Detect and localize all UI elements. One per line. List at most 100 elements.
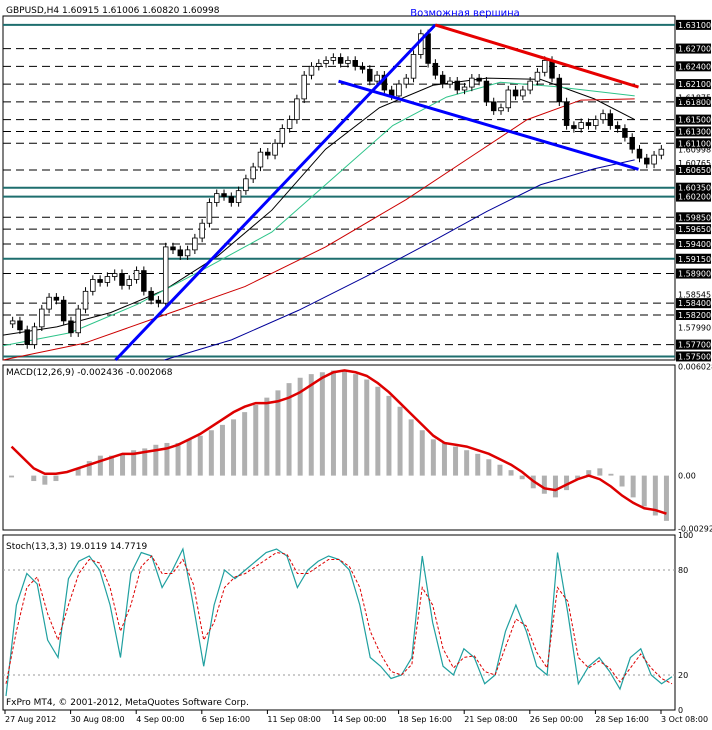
candle-body [367, 68, 373, 82]
price-label-box [676, 298, 711, 309]
price-label: 1.57500 [678, 352, 711, 361]
candle-body [24, 329, 30, 346]
price-label: 1.58200 [678, 311, 711, 320]
candle-body [9, 320, 16, 325]
candle-body [272, 142, 278, 156]
candle-body [170, 246, 176, 251]
candle-body [425, 33, 431, 64]
stoch-y-label: 100 [678, 531, 693, 540]
trend-line-blue[interactable] [338, 79, 639, 171]
candle-body [651, 154, 657, 165]
candle-body [469, 77, 475, 88]
stoch-title: Stoch(13,3,3) 19.0119 14.7719 [6, 542, 147, 552]
price-label: 1.57700 [678, 341, 711, 350]
candle-body [345, 60, 351, 64]
candle-body [111, 273, 118, 277]
candle-body [17, 320, 23, 331]
candle-body [316, 62, 322, 67]
price-label: 1.62700 [678, 45, 711, 54]
candle-body [527, 80, 533, 91]
stoch-signal-line [5, 551, 673, 685]
price-label: 1.59850 [678, 213, 711, 222]
candle-body [520, 89, 526, 97]
candle-body [461, 86, 468, 91]
candle-body [294, 98, 300, 121]
trend-line-blue[interactable] [114, 23, 437, 362]
price-label-box [676, 238, 711, 249]
stochastic-panel[interactable]: 100 80 20 0 [2, 531, 693, 715]
price-label-box [676, 79, 711, 90]
time-label: 6 Sep 16:00 [202, 715, 250, 724]
candle-body [221, 193, 227, 197]
macd-y-label: -0.002924 [678, 525, 712, 534]
price-label: 1.61800 [678, 98, 711, 107]
price-label-box [676, 351, 711, 362]
candle-body [250, 166, 256, 180]
candle-body [563, 101, 570, 126]
candle-body [549, 60, 555, 79]
candle-body [184, 249, 191, 257]
candle-body [644, 157, 650, 165]
candle-body [330, 57, 337, 61]
candle-body [403, 77, 409, 85]
stoch-y-label: 20 [678, 671, 688, 680]
price-label-plain: 1.58545 [678, 291, 711, 300]
price-label: 1.61100 [678, 139, 711, 148]
time-axis: 27 Aug 2012 30 Aug 08:00 4 Sep 00:00 6 Sep … [4, 710, 708, 724]
candle-body [257, 151, 264, 168]
candle-body [600, 113, 606, 121]
macd-panel[interactable]: 0.006028 0.00 -0.002924 [2, 362, 712, 534]
candle-body [556, 77, 563, 103]
candle-body [542, 60, 548, 73]
candle-body [337, 57, 344, 64]
candle-body [476, 77, 482, 82]
candle-body [505, 89, 512, 109]
candle-body [126, 279, 132, 286]
candle-body [571, 125, 577, 129]
price-label-box [676, 268, 711, 279]
price-label-box [676, 164, 711, 175]
time-label: 27 Aug 2012 [5, 715, 56, 724]
candle-body [162, 246, 169, 304]
price-label-box [676, 61, 711, 72]
price-panel[interactable]: 1.63100 1.62700 1.62400 1.62100 1.61800 1.615… [2, 15, 711, 362]
price-label-box [676, 138, 711, 149]
macd-title: MACD(12,26,9) -0.002436 -0.002068 [6, 368, 173, 378]
candle-body [104, 276, 111, 283]
candle-body [82, 290, 89, 310]
candle-body [374, 74, 380, 82]
price-label-box [676, 310, 711, 321]
price-label: 1.63100 [678, 21, 711, 30]
moving-average-line [164, 159, 635, 361]
candle-body [279, 128, 286, 144]
candle-body [228, 196, 235, 203]
stoch-y-label: 0 [678, 706, 683, 715]
candle-body [622, 128, 628, 138]
time-label: 11 Sep 08:00 [267, 715, 320, 724]
candle-body [46, 296, 52, 310]
candle-body [585, 122, 592, 126]
price-label-box [676, 114, 711, 125]
candle-body [177, 249, 184, 257]
time-label: 18 Sep 16:00 [399, 715, 452, 724]
price-label-box [676, 253, 711, 264]
price-label-plain: 1.57990 [678, 323, 711, 332]
candle-body [512, 89, 519, 97]
price-label-box [676, 224, 711, 235]
moving-average-line [2, 77, 635, 336]
price-label: 1.62400 [678, 62, 711, 71]
candle-body [483, 80, 490, 103]
price-label-box [676, 339, 711, 350]
price-label-plain: 1.60998 [678, 145, 711, 154]
candle-body [352, 60, 358, 67]
moving-average-line [2, 81, 635, 347]
candle-body [265, 151, 271, 156]
trend-line-red[interactable] [434, 23, 639, 89]
candle-body [301, 74, 307, 100]
candle-body [498, 107, 504, 112]
candle-body [308, 65, 315, 76]
price-label: 1.58400 [678, 299, 711, 308]
price-label-plain: 1.61875 [678, 93, 711, 102]
